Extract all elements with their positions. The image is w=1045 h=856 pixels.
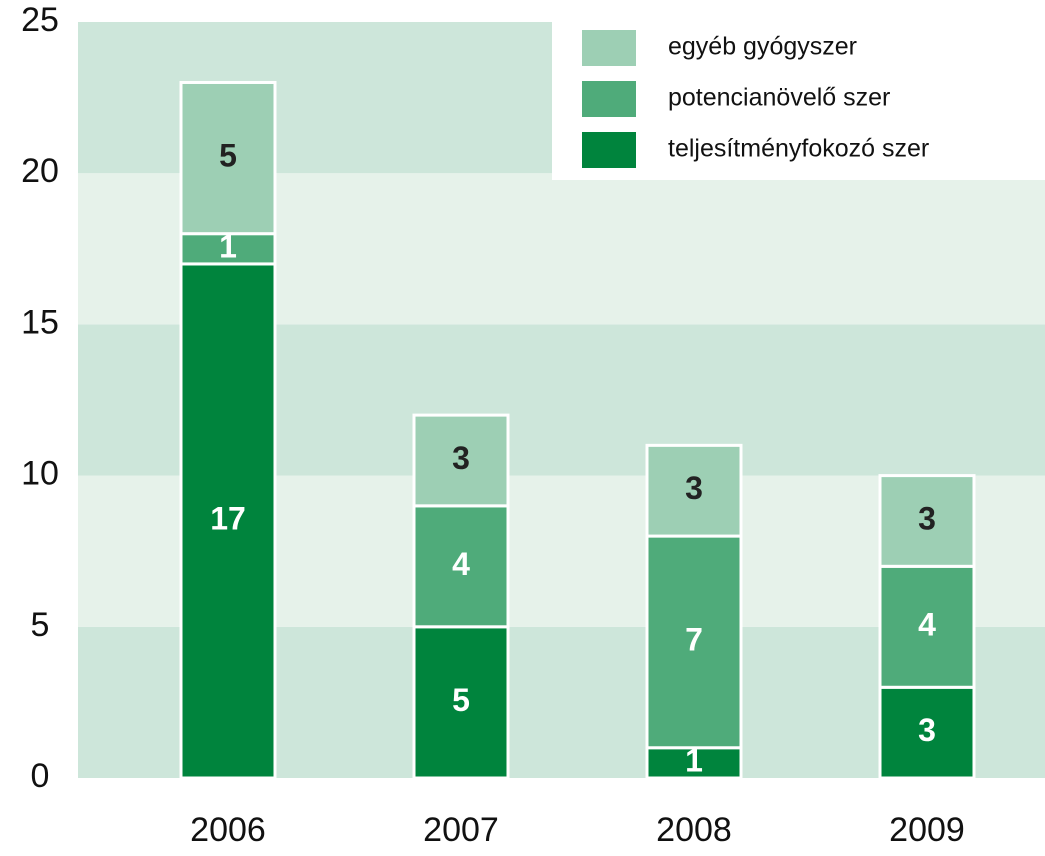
y-tick-label: 15 [21, 303, 59, 341]
value-label: 4 [918, 606, 936, 642]
bar-segment [179, 80, 277, 236]
value-label: 5 [219, 138, 237, 174]
legend-swatch [582, 30, 636, 66]
legend-swatch [582, 132, 636, 168]
legend-label: egyéb gyógyszer [668, 33, 857, 61]
value-label: 5 [452, 682, 470, 718]
value-label: 17 [210, 500, 246, 536]
x-tick-label: 2009 [889, 811, 965, 849]
value-label: 3 [685, 470, 703, 506]
y-tick-label: 10 [21, 455, 59, 493]
bar-segment [412, 413, 510, 508]
value-label: 1 [685, 742, 703, 778]
value-label: 7 [685, 621, 703, 657]
legend-swatch [582, 81, 636, 117]
legend-label: teljesítményfokozó szer [668, 135, 929, 163]
bar-segment [645, 443, 743, 538]
bar-segment [878, 474, 976, 568]
bar-segment [645, 534, 743, 750]
y-tick-label: 5 [31, 606, 50, 644]
legend-label: potencianövelő szer [668, 84, 890, 112]
x-tick-label: 2007 [423, 811, 499, 849]
x-tick-label: 2006 [190, 811, 266, 849]
y-tick-label: 0 [31, 757, 50, 795]
y-tick-label: 25 [21, 1, 59, 39]
value-label: 3 [918, 712, 936, 748]
bar-segment [878, 564, 976, 689]
value-label: 4 [452, 546, 470, 582]
y-tick-label: 20 [21, 152, 59, 190]
value-label: 1 [219, 228, 237, 264]
value-label: 3 [918, 500, 936, 536]
x-tick-label: 2008 [656, 811, 732, 849]
value-label: 3 [452, 440, 470, 476]
